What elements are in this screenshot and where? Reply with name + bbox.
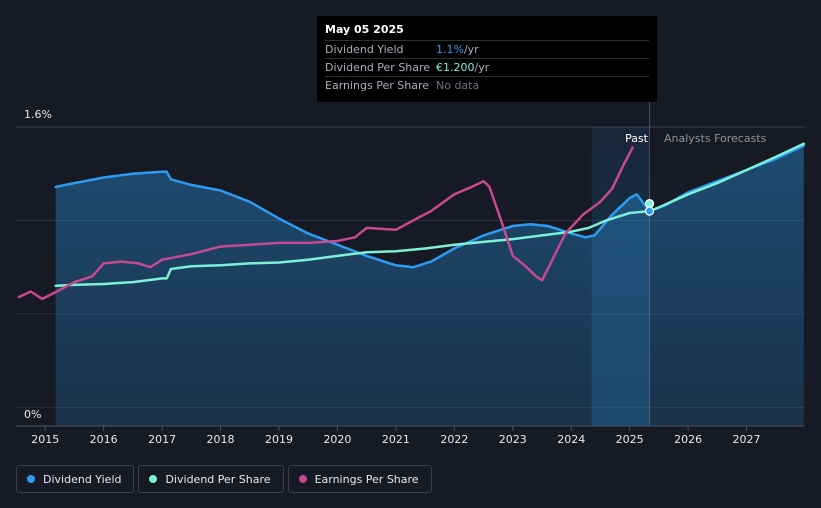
legend: Dividend Yield Dividend Per Share Earnin…	[16, 465, 432, 493]
legend-item-dividend-yield[interactable]: Dividend Yield	[16, 465, 135, 493]
marker-dps	[644, 199, 655, 209]
tooltip-row-label: Dividend Per Share	[325, 61, 431, 74]
tooltip-row-value: €1.200	[436, 61, 475, 74]
x-tick-label: 2022	[440, 433, 468, 446]
x-tick-label: 2017	[148, 433, 176, 446]
x-tick-label: 2025	[616, 433, 644, 446]
x-tick-label: 2019	[265, 433, 293, 446]
legend-dot-icon	[298, 475, 307, 483]
y-axis-top-label: 1.6%	[24, 108, 52, 121]
tooltip-row-dividend-yield: Dividend Yield 1.1% /yr	[325, 40, 649, 58]
x-tick-label: 2016	[90, 433, 118, 446]
x-tick-label: 2018	[207, 433, 235, 446]
x-tick-label: 2026	[674, 433, 702, 446]
x-tick-label: 2027	[733, 433, 761, 446]
legend-label: Dividend Yield	[43, 472, 122, 486]
forecast-zone-label: Analysts Forecasts	[664, 132, 767, 145]
past-zone-label: Past	[625, 132, 649, 145]
tooltip-row-value: No data	[436, 79, 480, 92]
legend-dot-icon	[27, 475, 35, 483]
tooltip-row-dividend-per-share: Dividend Per Share €1.200 /yr	[325, 58, 649, 76]
x-axis: 2015 2016 2017 2018 2019 2020 2021 2022 2023 2024…	[16, 425, 805, 446]
series-line-dps	[54, 142, 806, 288]
tooltip-row-value: 1.1%	[436, 43, 464, 56]
series-line-eps	[17, 146, 634, 301]
series-area-yield	[55, 145, 804, 426]
legend-dot-icon	[149, 475, 158, 483]
tooltip-row-label: Earnings Per Share	[325, 79, 430, 92]
marker-yield	[644, 206, 655, 216]
tooltip-row-label: Dividend Yield	[325, 43, 404, 56]
tooltip-date: May 05 2025	[325, 23, 404, 36]
tooltip-row-unit: /yr	[474, 61, 490, 74]
legend-label: Dividend Per Share	[165, 472, 271, 486]
x-tick-label: 2020	[323, 433, 351, 446]
x-tick-label: 2015	[31, 433, 59, 446]
legend-item-earnings-per-share[interactable]: Earnings Per Share	[287, 465, 432, 493]
legend-item-dividend-per-share[interactable]: Dividend Per Share	[138, 465, 284, 493]
tooltip: May 05 2025 Dividend Yield 1.1% /yr Divi…	[317, 16, 657, 102]
x-tick-label: 2024	[557, 433, 585, 446]
tooltip-row-unit: /yr	[463, 43, 479, 56]
x-tick-label: 2021	[382, 433, 410, 446]
y-axis-bottom-label: 0%	[24, 408, 41, 421]
x-tick-label: 2023	[499, 433, 527, 446]
tooltip-row-earnings-per-share: Earnings Per Share No data	[325, 76, 649, 94]
series-lines	[17, 142, 806, 426]
legend-label: Earnings Per Share	[314, 472, 419, 486]
